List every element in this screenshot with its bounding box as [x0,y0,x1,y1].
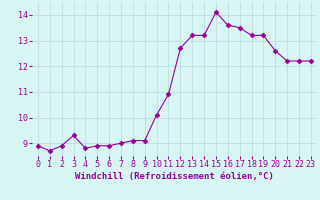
X-axis label: Windchill (Refroidissement éolien,°C): Windchill (Refroidissement éolien,°C) [75,172,274,181]
